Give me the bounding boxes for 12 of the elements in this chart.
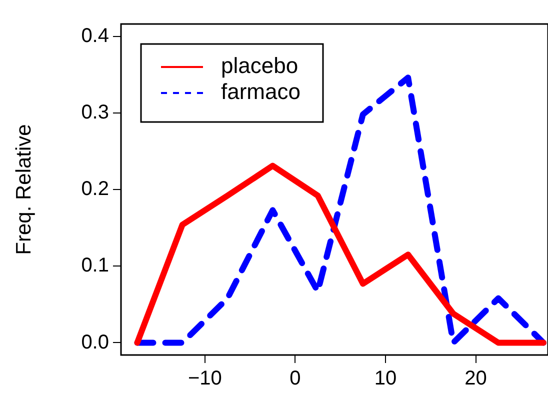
x-tick-label: −10 (188, 368, 222, 390)
y-tick-label: 0.0 (81, 331, 109, 354)
y-tick-label: 0.3 (81, 101, 109, 124)
y-axis-title: Freq. Relative (12, 124, 36, 255)
y-tick-label: 0.1 (81, 254, 109, 277)
y-tick-label: 0.2 (81, 178, 109, 200)
y-tick-label: 0.4 (81, 24, 109, 47)
legend-label: placebo (221, 53, 298, 78)
legend-label: farmaco (221, 79, 300, 104)
x-tick-label: 20 (464, 368, 487, 390)
x-tick-label: 10 (374, 368, 397, 390)
x-tick-label: 0 (290, 368, 301, 390)
